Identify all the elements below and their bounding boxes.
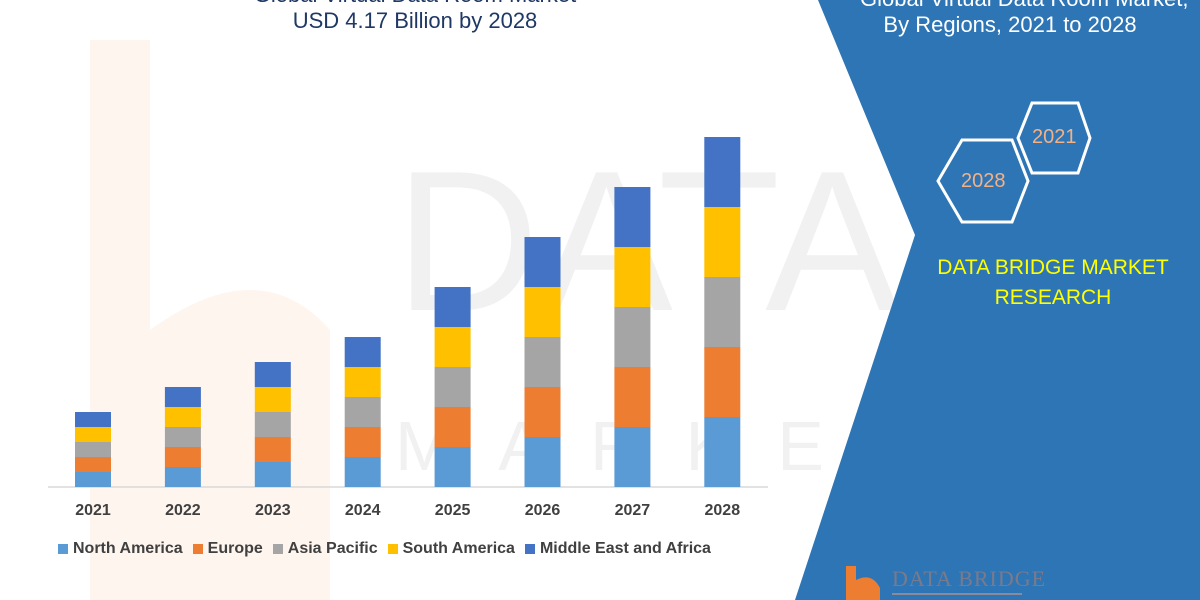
bar-segment-2021-4: [75, 412, 111, 427]
bar-segment-2022-0: [164, 467, 201, 487]
bar-segment-2021-0: [75, 472, 111, 487]
x-tick-label: 2024: [344, 502, 381, 519]
bar-segment-2028-1: [704, 347, 741, 417]
bar-segment-2021-2: [75, 442, 111, 457]
bar-segment-2027-0: [614, 427, 651, 487]
chart-title: USD 4.17 Billion by 2028: [292, 8, 538, 33]
bar-segment-2026-3: [524, 287, 561, 337]
x-tick-label: 2021: [75, 502, 111, 519]
legend-swatch: [192, 544, 203, 554]
bar-segment-2027-1: [614, 367, 651, 427]
bar-segment-2024-3: [344, 367, 381, 397]
bar-segment-2028-0: [704, 417, 741, 487]
bar-segment-2028-4: [704, 137, 741, 207]
bar-segment-2025-1: [434, 407, 471, 447]
bar-segment-2021-1: [75, 457, 111, 472]
bar-segment-2025-4: [434, 287, 471, 327]
brand-line2: RESEARCH: [994, 286, 1112, 309]
bar-segment-2022-2: [164, 427, 201, 447]
bar-segment-2024-0: [344, 457, 381, 487]
bar-segment-2025-2: [434, 367, 471, 407]
legend-swatch: [272, 544, 283, 554]
hexagon-2021: [1016, 101, 1092, 175]
hex-label-end: 2028: [961, 170, 1006, 192]
x-tick-label: 2025: [434, 502, 471, 519]
side-panel: [795, 0, 1200, 600]
bar-segment-2022-4: [164, 387, 201, 407]
bar-segment-2023-3: [254, 387, 291, 412]
bar-segment-2023-0: [254, 462, 291, 487]
bar-segment-2028-3: [704, 207, 741, 277]
bar-segment-2023-4: [254, 362, 291, 387]
bar-segment-2026-4: [524, 237, 561, 287]
legend-item: Europe: [192, 540, 263, 558]
bar-segment-2023-2: [254, 412, 291, 437]
x-tick-label: 2028: [704, 502, 741, 519]
legend-label: Middle East and Africa: [539, 540, 711, 557]
bar-segment-2027-2: [614, 307, 651, 367]
bar-segment-2027-3: [614, 247, 651, 307]
legend-label: South America: [402, 540, 515, 557]
bar-segment-2021-3: [75, 427, 111, 442]
bar-segment-2027-4: [614, 187, 651, 247]
legend-swatch: [387, 544, 398, 554]
legend-label: Asia Pacific: [287, 540, 378, 557]
side-title-line2: By Regions, 2021 to 2028: [883, 12, 1137, 37]
bar-segment-2024-2: [344, 397, 381, 427]
bar-segment-2025-0: [434, 447, 471, 487]
hexagon-2028: [936, 138, 1030, 224]
legend-label: North America: [73, 540, 183, 557]
chart-title-cut: Global Virtual Data Room Market: [90, 0, 740, 8]
bar-segment-2026-0: [524, 437, 561, 487]
bar-segment-2026-1: [524, 387, 561, 437]
legend-item: South America: [387, 540, 515, 558]
bar-segment-2023-1: [254, 437, 291, 462]
legend: North America Europe Asia Pacific South Ame…: [58, 540, 711, 558]
bar-segment-2022-3: [164, 407, 201, 427]
x-tick-label: 2027: [614, 502, 651, 519]
x-tick-label: 2022: [165, 502, 201, 519]
logo-icon: [846, 566, 1022, 600]
legend-item: Asia Pacific: [272, 540, 378, 558]
brand-line1: DATA BRIDGE MARKET: [937, 256, 1169, 279]
side-title-line1: Global Virtual Data Room Market,: [860, 0, 1189, 12]
bar-segment-2026-2: [524, 337, 561, 387]
legend-item: North America: [58, 540, 183, 558]
x-tick-label: 2023: [255, 502, 291, 519]
bar-segment-2028-2: [704, 277, 741, 347]
bar-segment-2024-4: [344, 337, 381, 367]
bar-segment-2025-3: [434, 327, 471, 367]
legend-item: Middle East and Africa: [524, 540, 711, 558]
legend-label: Europe: [207, 540, 263, 557]
bar-segment-2022-1: [164, 447, 201, 467]
x-tick-label: 2026: [524, 502, 561, 519]
legend-swatch: [58, 544, 68, 554]
logo-text: DATA BRIDGE: [892, 566, 1047, 591]
bar-segment-2024-1: [344, 427, 381, 457]
hex-label-start: 2021: [1032, 126, 1077, 148]
legend-swatch: [524, 544, 535, 554]
